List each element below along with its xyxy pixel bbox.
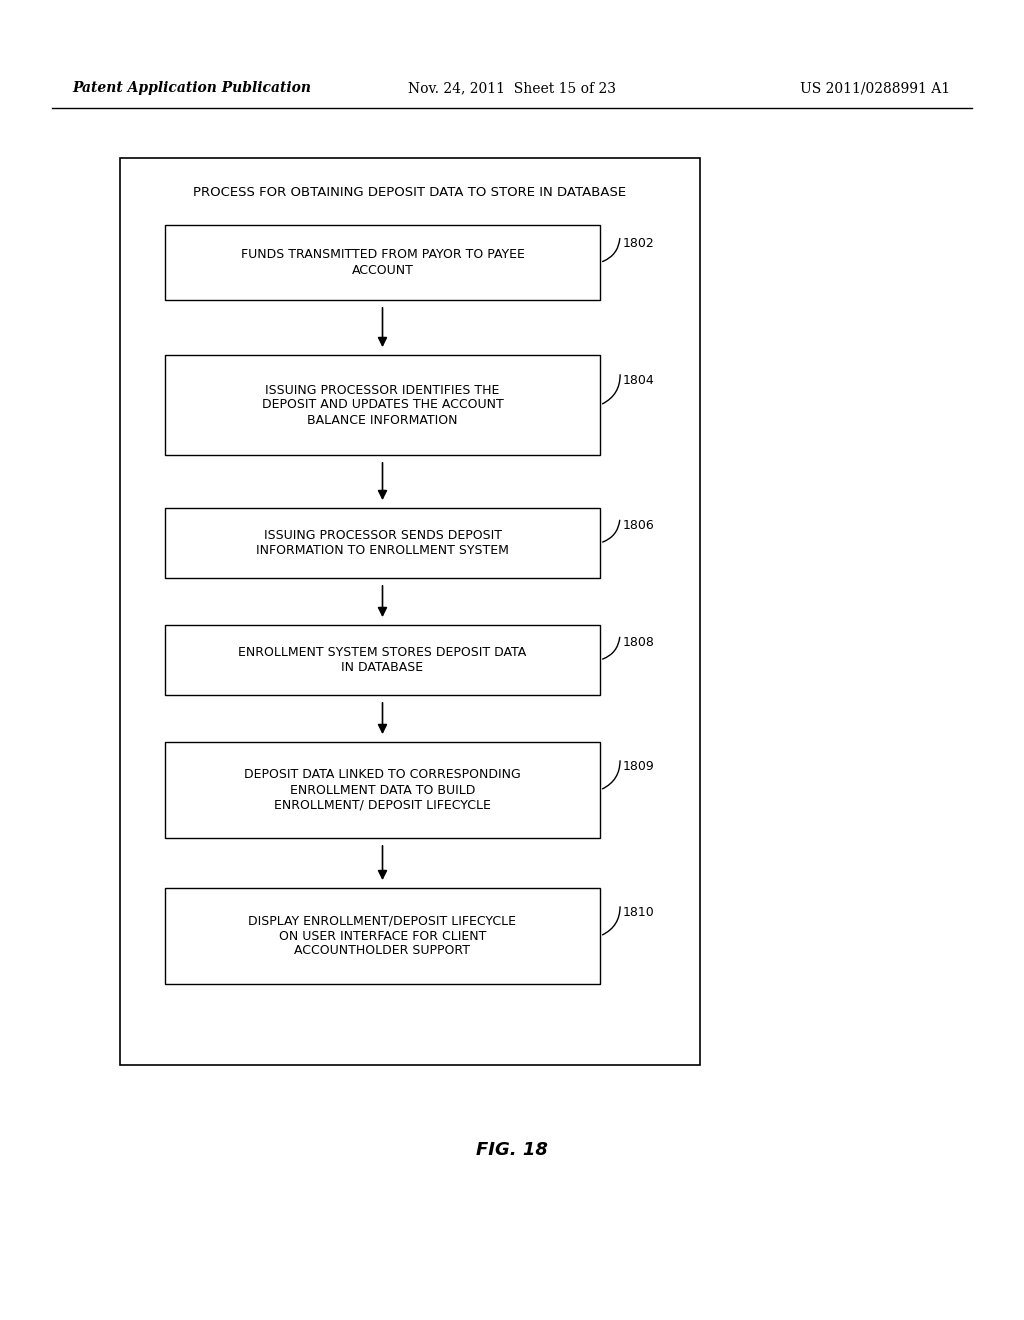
Text: 1802: 1802 [623,238,654,251]
Text: PROCESS FOR OBTAINING DEPOSIT DATA TO STORE IN DATABASE: PROCESS FOR OBTAINING DEPOSIT DATA TO ST… [194,186,627,198]
Text: Nov. 24, 2011  Sheet 15 of 23: Nov. 24, 2011 Sheet 15 of 23 [408,81,616,95]
Bar [165,355,600,455]
Bar [165,624,600,696]
Text: 1804: 1804 [623,374,654,387]
Bar [165,508,600,578]
Bar [165,224,600,300]
Text: 1808: 1808 [623,636,655,649]
Text: FIG. 18: FIG. 18 [476,1140,548,1159]
Text: FUNDS TRANSMITTED FROM PAYOR TO PAYEE
ACCOUNT: FUNDS TRANSMITTED FROM PAYOR TO PAYEE AC… [241,248,524,276]
Text: 1810: 1810 [623,906,654,919]
Text: US 2011/0288991 A1: US 2011/0288991 A1 [800,81,950,95]
Bar [120,158,700,1065]
Bar [165,888,600,983]
Text: DEPOSIT DATA LINKED TO CORRESPONDING
ENROLLMENT DATA TO BUILD
ENROLLMENT/ DEPOSI: DEPOSIT DATA LINKED TO CORRESPONDING ENR… [244,768,521,812]
Text: ISSUING PROCESSOR SENDS DEPOSIT
INFORMATION TO ENROLLMENT SYSTEM: ISSUING PROCESSOR SENDS DEPOSIT INFORMAT… [256,529,509,557]
Bar [165,742,600,838]
Text: 1809: 1809 [623,759,654,772]
Text: ENROLLMENT SYSTEM STORES DEPOSIT DATA
IN DATABASE: ENROLLMENT SYSTEM STORES DEPOSIT DATA IN… [239,645,526,675]
Text: ISSUING PROCESSOR IDENTIFIES THE
DEPOSIT AND UPDATES THE ACCOUNT
BALANCE INFORMA: ISSUING PROCESSOR IDENTIFIES THE DEPOSIT… [261,384,504,426]
Text: 1806: 1806 [623,519,654,532]
Text: Patent Application Publication: Patent Application Publication [72,81,311,95]
Text: DISPLAY ENROLLMENT/DEPOSIT LIFECYCLE
ON USER INTERFACE FOR CLIENT
ACCOUNTHOLDER : DISPLAY ENROLLMENT/DEPOSIT LIFECYCLE ON … [249,915,516,957]
